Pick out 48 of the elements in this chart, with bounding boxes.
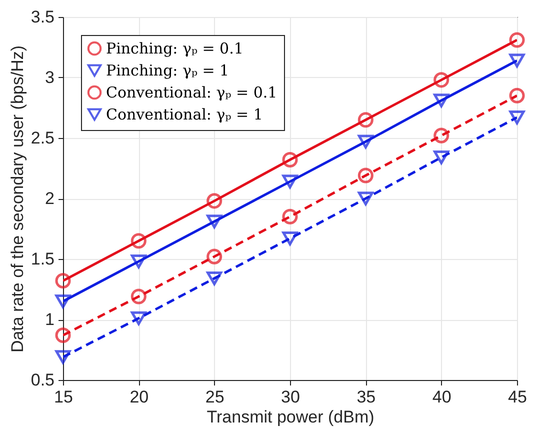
point <box>434 72 450 88</box>
point <box>282 232 298 246</box>
point <box>130 311 146 326</box>
x-axis-title: Transmit power (dBm) <box>206 408 374 426</box>
point <box>358 168 374 184</box>
point <box>509 88 525 104</box>
point <box>55 327 71 343</box>
legend-label: Pinching: γₚ = 0.1 <box>106 40 244 58</box>
point <box>282 174 298 188</box>
y-tick-label: 3.5 <box>30 8 54 26</box>
point <box>282 208 298 224</box>
y-tick-label: 0.5 <box>30 370 54 390</box>
legend-label: Conventional: γₚ = 1 <box>106 106 263 124</box>
x-tick-label: 30 <box>281 388 300 406</box>
y-tick-label: 1 <box>45 310 54 329</box>
point <box>130 233 146 249</box>
point <box>55 294 71 308</box>
legend-label: Pinching: γₚ = 1 <box>106 62 230 80</box>
x-tick-label: 35 <box>356 388 376 406</box>
point <box>434 150 450 164</box>
point <box>206 193 222 209</box>
point <box>509 110 525 124</box>
point <box>358 112 374 128</box>
x-tick-label: 20 <box>130 388 149 406</box>
x-tick-label: 45 <box>508 388 527 406</box>
point <box>206 271 222 286</box>
y-tick-label: 1.5 <box>30 250 54 268</box>
y-tick-label: 2 <box>45 189 54 208</box>
point <box>55 273 71 289</box>
point <box>509 54 525 68</box>
y-tick-label: 2.5 <box>30 128 54 148</box>
x-tick-label: 40 <box>432 388 452 406</box>
y-tick-label: 3 <box>45 68 54 87</box>
point <box>434 128 450 144</box>
x-tick-label: 15 <box>54 388 73 406</box>
point <box>130 254 146 268</box>
point <box>130 288 146 304</box>
y-axis-title: Data rate of the secondary user (bps/Hz) <box>8 45 27 353</box>
x-tick-label: 25 <box>205 388 224 406</box>
point <box>206 214 222 228</box>
point <box>509 32 525 48</box>
point <box>55 350 71 364</box>
point <box>358 192 374 206</box>
legend-label: Conventional: γₚ = 0.1 <box>106 84 278 102</box>
point <box>282 152 298 168</box>
point <box>358 134 374 149</box>
point <box>434 94 450 108</box>
point <box>206 248 222 264</box>
